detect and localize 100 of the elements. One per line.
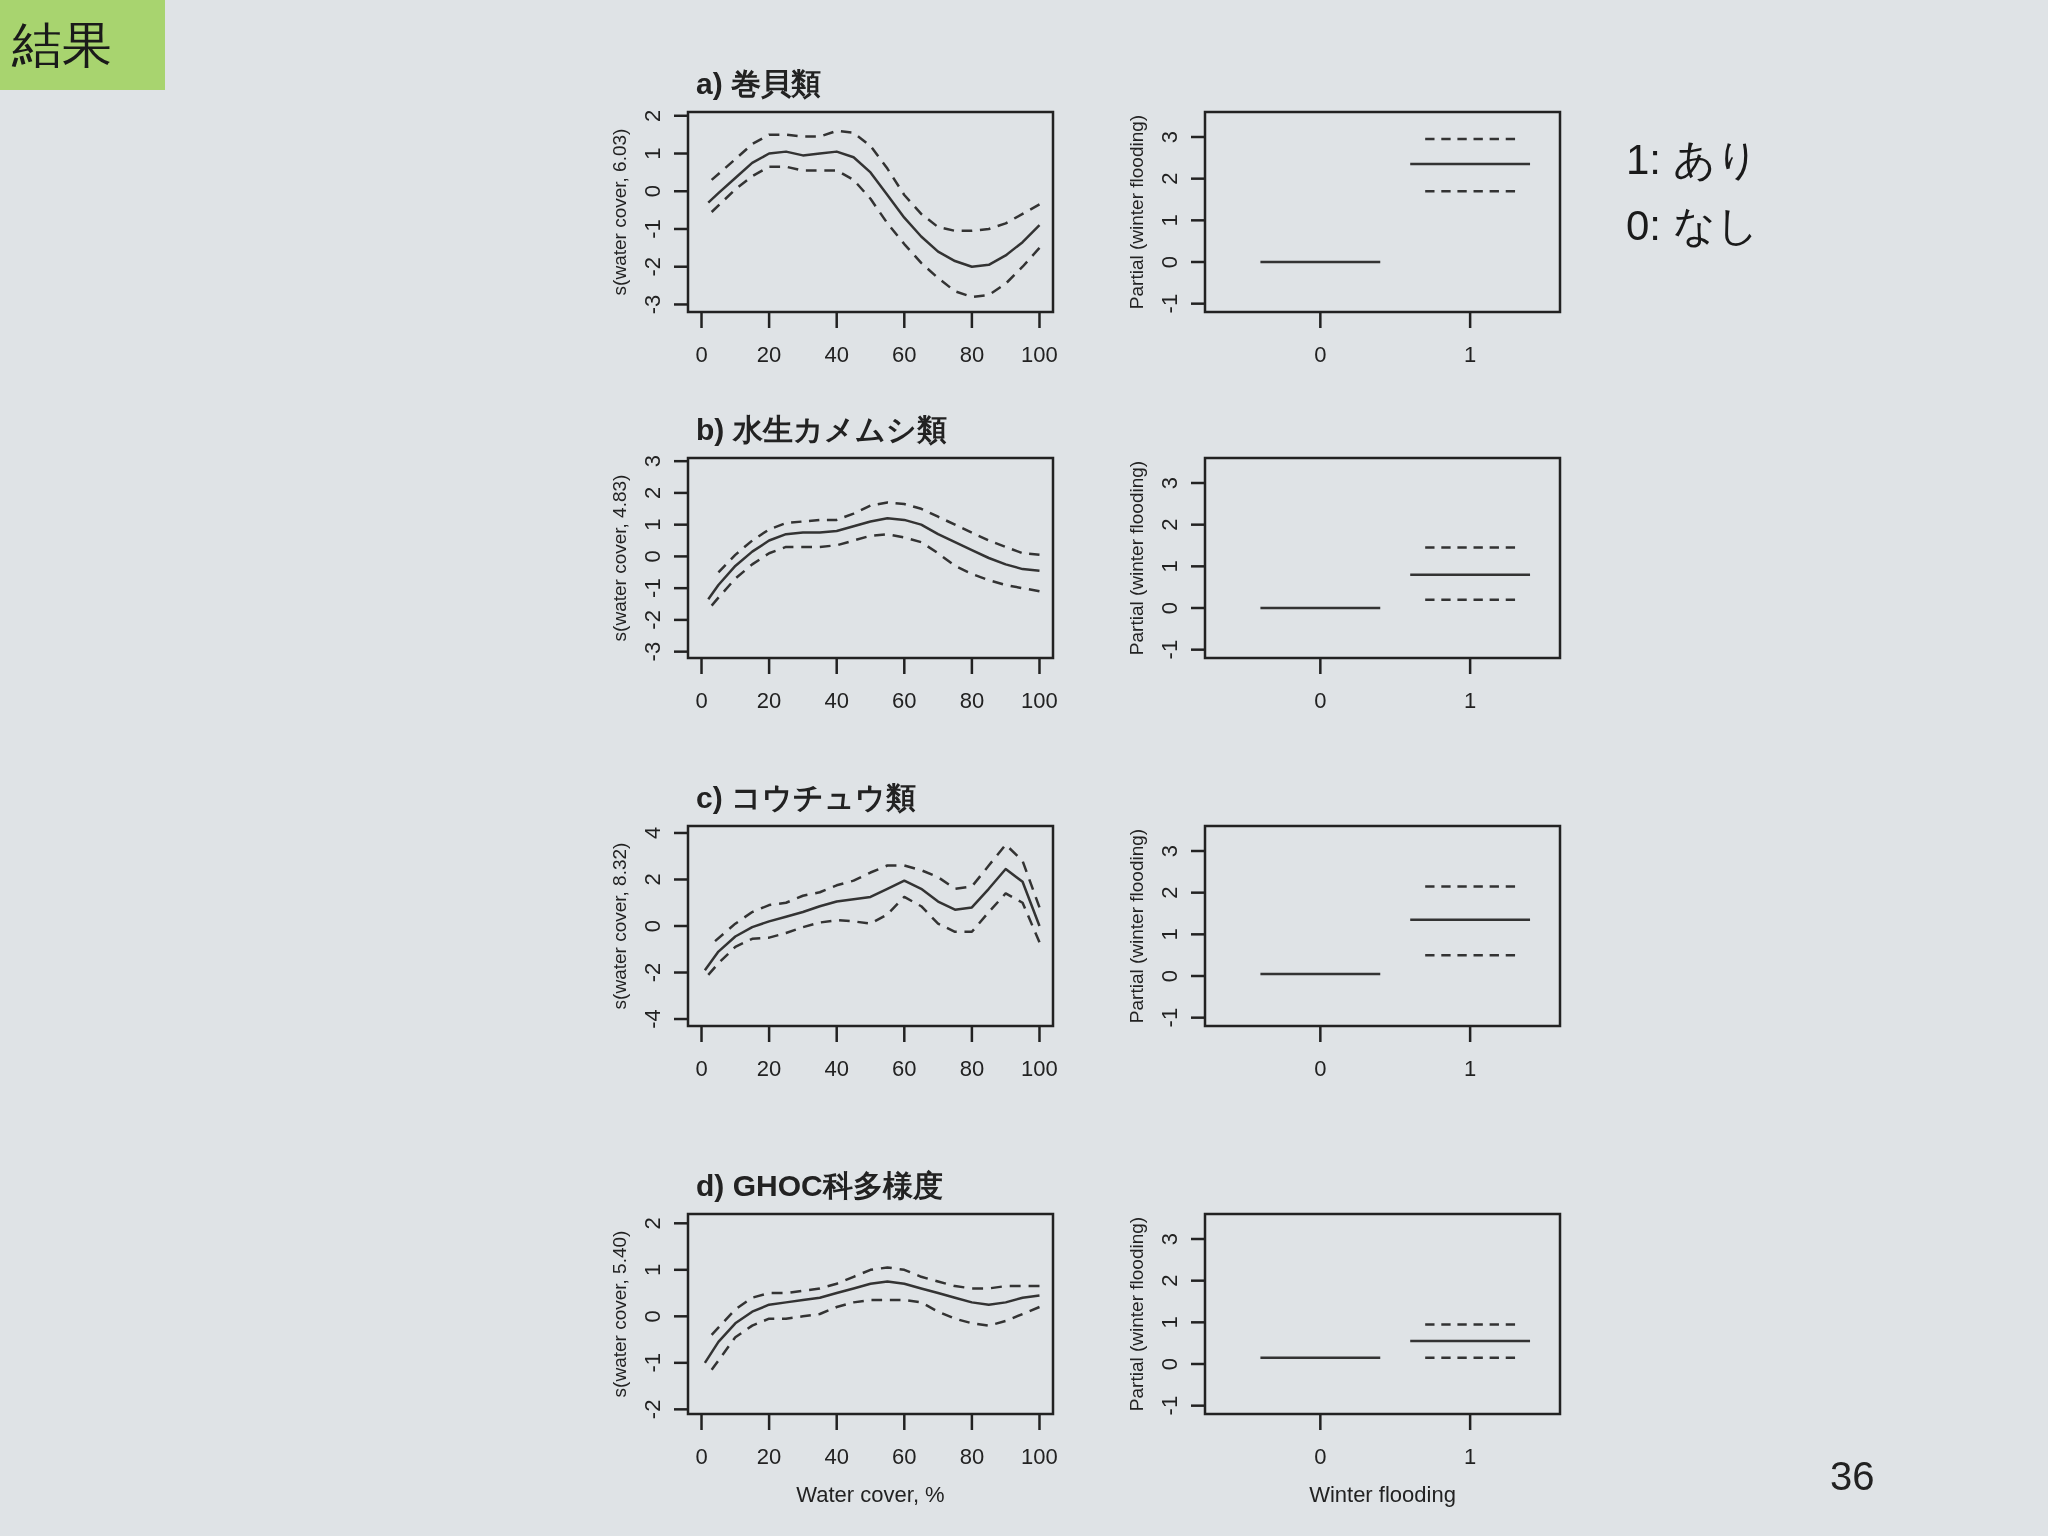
line-series — [710, 1298, 1041, 1372]
y-axis-title: s(water cover, 4.83) — [609, 474, 630, 642]
y-axis-title: Partial (winter flooding) — [1126, 828, 1147, 1024]
y-tick-label: -1 — [1157, 1007, 1182, 1028]
y-tick-label: 2 — [1157, 172, 1182, 185]
y-tick-label: 0 — [640, 919, 665, 933]
y-tick-label: -1 — [1157, 639, 1182, 660]
x-tick-label: 0 — [1314, 688, 1327, 713]
chart-title: a) 巻貝類 — [696, 67, 822, 100]
y-tick-label: -2 — [640, 610, 665, 630]
x-tick-label: 100 — [1021, 1056, 1058, 1081]
line-series — [710, 165, 1041, 299]
y-tick-label: -2 — [640, 962, 665, 983]
x-tick-label: 40 — [824, 1444, 849, 1469]
y-axis-title: Partial (winter flooding) — [1126, 460, 1147, 656]
y-tick-label: 2 — [1157, 1274, 1182, 1287]
y-tick-label: 3 — [1157, 1232, 1182, 1246]
x-tick-label: 20 — [756, 1056, 782, 1081]
text: 結果 — [11, 17, 112, 73]
y-tick-label: -2 — [640, 256, 665, 277]
y-tick-label: -4 — [640, 1009, 665, 1029]
chart-title: c) コウチュウ類 — [696, 781, 917, 814]
x-tick-label: 20 — [756, 342, 782, 367]
y-tick-label: 3 — [640, 455, 665, 468]
x-tick-label: 20 — [756, 688, 782, 713]
y-tick-label: 2 — [1157, 518, 1182, 531]
y-tick-label: 1 — [1157, 214, 1182, 227]
line-series — [717, 501, 1041, 574]
x-tick-label: 80 — [959, 1056, 985, 1081]
line-series — [710, 129, 1041, 233]
line-series — [707, 150, 1041, 268]
y-tick-label: 1 — [640, 1263, 665, 1276]
x-tick-label: 1 — [1464, 342, 1477, 367]
y-tick-label: 0 — [1157, 969, 1182, 983]
x-tick-label: 0 — [1314, 1056, 1327, 1081]
y-tick-label: 1 — [1157, 560, 1182, 573]
y-tick-label: 4 — [640, 826, 665, 840]
x-tick-label: 80 — [959, 342, 985, 367]
x-tick-label: 60 — [892, 1444, 917, 1469]
x-tick-label: 100 — [1021, 342, 1058, 367]
y-axis-title: s(water cover, 5.40) — [609, 1230, 630, 1398]
x-tick-label: 40 — [824, 342, 849, 367]
text: 0: なし — [1626, 202, 1759, 249]
y-tick-label: 1 — [640, 147, 665, 160]
chart-title: d) GHOC科多様度 — [696, 1169, 943, 1202]
y-tick-label: -1 — [640, 1353, 665, 1373]
y-tick-label: -3 — [640, 294, 665, 315]
x-tick-label: 60 — [892, 342, 917, 367]
x-tick-label: 0 — [695, 342, 708, 367]
y-tick-label: -1 — [1157, 293, 1182, 314]
y-tick-label: 1 — [1157, 928, 1182, 941]
x-tick-label: 80 — [959, 688, 985, 713]
text: 36 — [1830, 1454, 1875, 1498]
y-tick-label: 2 — [1157, 886, 1182, 899]
y-tick-label: 0 — [1157, 601, 1182, 615]
y-tick-label: 3 — [1157, 844, 1182, 858]
y-tick-label: 0 — [640, 1310, 665, 1323]
y-tick-label: 2 — [640, 1217, 665, 1230]
y-tick-label: 2 — [640, 873, 665, 886]
y-tick-label: 0 — [640, 550, 665, 563]
x-tick-label: 80 — [959, 1444, 985, 1469]
x-tick-label: 0 — [1314, 1444, 1327, 1469]
y-tick-label: 1 — [640, 518, 665, 531]
y-axis-title: Partial (winter flooding) — [1126, 114, 1147, 310]
x-tick-label: 60 — [892, 688, 917, 713]
line-series — [710, 532, 1041, 607]
x-tick-label: 0 — [695, 688, 708, 713]
y-tick-label: 3 — [1157, 476, 1182, 490]
x-tick-label: 0 — [695, 1444, 708, 1469]
line-series — [710, 1266, 1041, 1337]
text: 1: あり — [1626, 136, 1759, 183]
y-tick-label: 2 — [640, 109, 665, 122]
y-axis-title: s(water cover, 6.03) — [609, 128, 630, 296]
x-tick-label: 40 — [824, 1056, 849, 1081]
y-tick-label: -2 — [640, 1399, 665, 1420]
y-tick-label: -1 — [640, 578, 665, 598]
chart-title: b) 水生カメムシ類 — [696, 413, 947, 446]
x-axis-title: Water cover, % — [796, 1482, 945, 1507]
y-axis-title: Partial (winter flooding) — [1126, 1216, 1147, 1412]
y-tick-label: -1 — [640, 219, 665, 239]
line-series — [703, 867, 1041, 972]
x-tick-label: 1 — [1464, 688, 1477, 713]
x-axis-title: Winter flooding — [1309, 1482, 1456, 1507]
y-tick-label: 1 — [1157, 1316, 1182, 1329]
y-tick-label: -1 — [1157, 1395, 1182, 1416]
x-tick-label: 0 — [695, 1056, 708, 1081]
y-tick-label: -3 — [640, 641, 665, 662]
y-tick-label: 2 — [640, 486, 665, 500]
x-tick-label: 1 — [1464, 1444, 1477, 1469]
x-tick-label: 40 — [824, 688, 849, 713]
y-tick-label: 0 — [1157, 1357, 1182, 1371]
x-tick-label: 1 — [1464, 1056, 1477, 1081]
y-tick-label: 3 — [1157, 130, 1182, 144]
y-tick-label: 0 — [1157, 255, 1182, 269]
x-tick-label: 60 — [892, 1056, 917, 1081]
x-tick-label: 100 — [1021, 1444, 1058, 1469]
line-series — [703, 1280, 1041, 1365]
line-series — [713, 843, 1041, 943]
x-tick-label: 100 — [1021, 688, 1058, 713]
x-tick-label: 20 — [756, 1444, 782, 1469]
